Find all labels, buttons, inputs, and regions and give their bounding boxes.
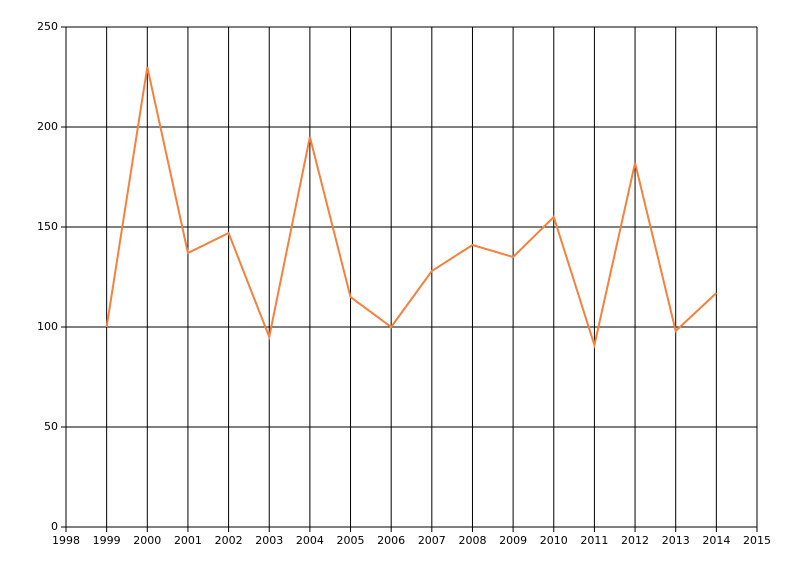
x-tick-label: 2001 [174, 534, 202, 547]
x-tick-label: 2007 [418, 534, 446, 547]
x-tick-label: 2013 [662, 534, 690, 547]
x-tick-label: 2014 [702, 534, 730, 547]
x-tick-label: 2002 [215, 534, 243, 547]
x-tick-label: 1998 [52, 534, 80, 547]
line-series [105, 66, 718, 349]
x-tick-label: 2008 [458, 534, 486, 547]
x-tick-label: 2009 [499, 534, 527, 547]
x-tick-label: 2003 [255, 534, 283, 547]
x-tick-label: 2012 [621, 534, 649, 547]
x-tick-label: 1999 [93, 534, 121, 547]
y-tick-label: 100 [37, 320, 58, 333]
x-tick-label: 2006 [377, 534, 405, 547]
x-tick-label: 2005 [337, 534, 365, 547]
y-tick-label: 150 [37, 220, 58, 233]
x-tick-label: 2000 [133, 534, 161, 547]
x-tick-label: 2004 [296, 534, 324, 547]
y-tick-label: 250 [37, 20, 58, 33]
y-tick-label: 0 [51, 520, 58, 533]
y-tick-label: 50 [44, 420, 58, 433]
x-tick-label: 2010 [540, 534, 568, 547]
y-tick-label: 200 [37, 120, 58, 133]
x-tick-label: 2011 [580, 534, 608, 547]
x-tick-label: 2015 [743, 534, 771, 547]
